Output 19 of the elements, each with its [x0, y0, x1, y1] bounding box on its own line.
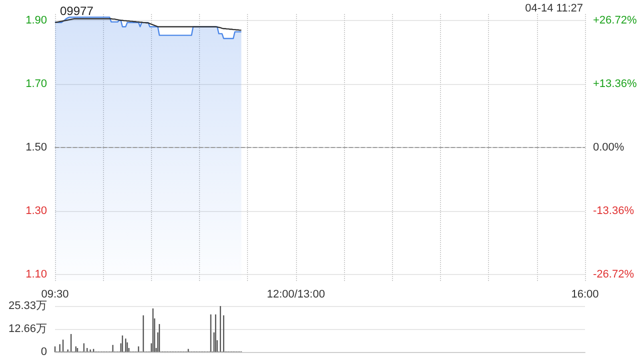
- x-tick-label: 12:00/13:00: [266, 288, 325, 300]
- y-tick-label: 1.30: [26, 205, 47, 218]
- y2-tick-label: +26.72%: [593, 14, 637, 26]
- annotation: 04-14 11:27: [525, 2, 584, 14]
- y-tick-label: 25.33万: [8, 300, 47, 312]
- y-tick-label: 1.70: [26, 78, 47, 90]
- y2-tick-label: 0.00%: [593, 142, 624, 154]
- y-tick-label: 1.50: [26, 142, 47, 154]
- y2-tick-label: +13.36%: [593, 78, 637, 90]
- y-tick-label: 12.66万: [8, 323, 47, 336]
- x-tick-label: 16:00: [571, 288, 599, 300]
- y-tick-label: 0: [40, 346, 47, 358]
- x-tick-label: 09:30: [41, 288, 69, 300]
- y2-tick-label: -26.72%: [593, 268, 634, 281]
- line-series: [54, 18, 242, 31]
- y-tick-label: 1.10: [26, 268, 47, 281]
- y-tick-label: 1.90: [26, 14, 47, 26]
- y2-tick-label: -13.36%: [593, 205, 634, 218]
- chart-title: 09977: [60, 4, 94, 18]
